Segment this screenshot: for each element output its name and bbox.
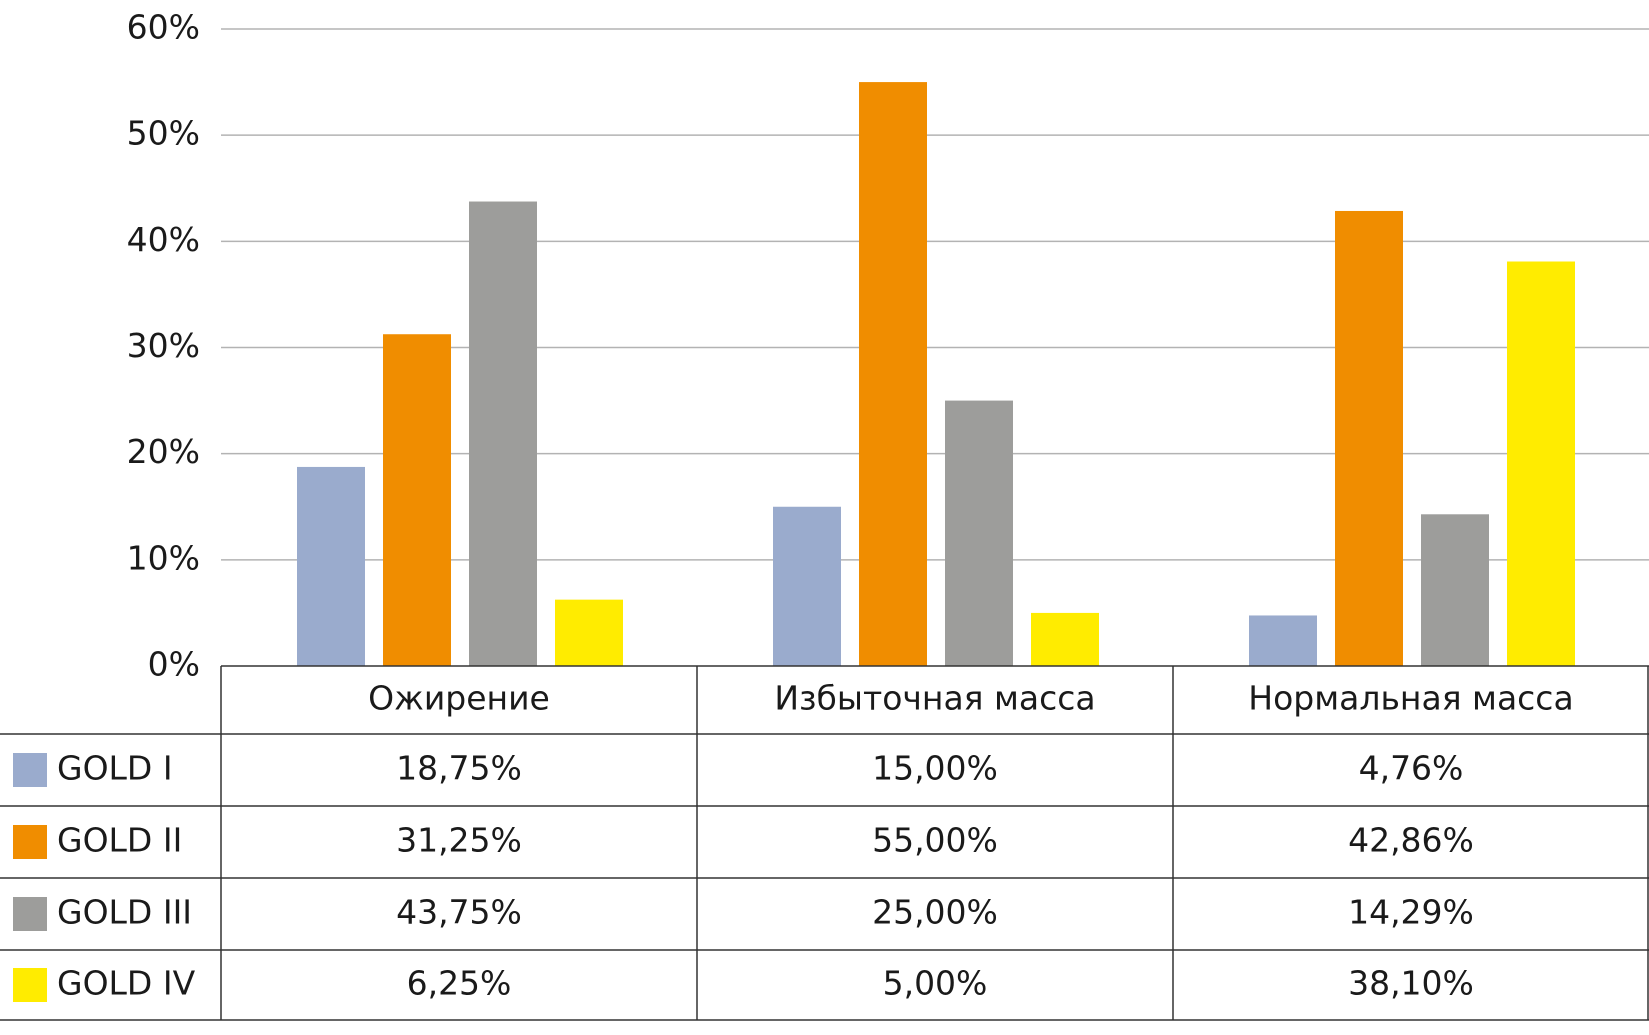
y-tick-label: 10% xyxy=(127,538,200,577)
y-tick-label: 40% xyxy=(127,220,200,259)
bar xyxy=(1031,612,1099,666)
data-label: 38,10% xyxy=(1348,964,1474,1003)
data-label: 42,86% xyxy=(1348,821,1474,860)
y-tick-label: 0% xyxy=(148,645,200,684)
legend-swatch xyxy=(13,968,47,1002)
bar xyxy=(297,466,365,666)
legend-swatch xyxy=(13,753,47,787)
legend-label: GOLD IV xyxy=(57,964,196,1003)
data-label: 15,00% xyxy=(872,749,998,788)
legend-swatch xyxy=(13,825,47,859)
x-tick-label: Нормальная масса xyxy=(1248,679,1573,718)
data-label: 4,76% xyxy=(1359,749,1464,788)
legend-label: GOLD II xyxy=(57,821,182,860)
data-label: 6,25% xyxy=(407,964,512,1003)
bar xyxy=(1335,210,1403,666)
bar xyxy=(555,599,623,666)
data-label: 25,00% xyxy=(872,893,998,932)
bar xyxy=(1249,615,1317,666)
data-label: 14,29% xyxy=(1348,893,1474,932)
bar xyxy=(859,82,927,667)
x-tick-label: Избыточная масса xyxy=(774,679,1095,718)
legend-label: GOLD I xyxy=(57,749,173,788)
bar xyxy=(383,334,451,666)
data-label: 18,75% xyxy=(396,749,522,788)
data-label: 5,00% xyxy=(883,964,988,1003)
y-tick-label: 50% xyxy=(127,114,200,153)
data-label: 55,00% xyxy=(872,821,998,860)
bar xyxy=(1421,514,1489,666)
y-tick-label: 60% xyxy=(127,8,200,47)
x-tick-label: Ожирение xyxy=(368,679,550,718)
bar xyxy=(945,400,1013,666)
bar xyxy=(773,506,841,666)
data-label: 43,75% xyxy=(396,893,522,932)
y-tick-label: 20% xyxy=(127,432,200,471)
bar xyxy=(1507,261,1575,666)
data-label: 31,25% xyxy=(396,821,522,860)
bar xyxy=(469,201,537,667)
legend-label: GOLD III xyxy=(57,893,192,932)
legend-swatch xyxy=(13,897,47,931)
y-tick-label: 30% xyxy=(127,326,200,365)
